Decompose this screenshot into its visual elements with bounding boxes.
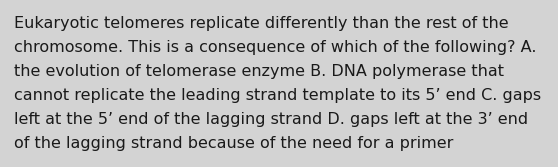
Text: of the lagging strand because of the need for a primer: of the lagging strand because of the nee… xyxy=(14,136,453,151)
Text: Eukaryotic telomeres replicate differently than the rest of the: Eukaryotic telomeres replicate different… xyxy=(14,16,509,31)
Text: chromosome. This is a consequence of which of the following? A.: chromosome. This is a consequence of whi… xyxy=(14,40,536,55)
Text: left at the 5’ end of the lagging strand D. gaps left at the 3’ end: left at the 5’ end of the lagging strand… xyxy=(14,112,528,127)
Text: cannot replicate the leading strand template to its 5’ end C. gaps: cannot replicate the leading strand temp… xyxy=(14,88,541,103)
Text: the evolution of telomerase enzyme B. DNA polymerase that: the evolution of telomerase enzyme B. DN… xyxy=(14,64,504,79)
